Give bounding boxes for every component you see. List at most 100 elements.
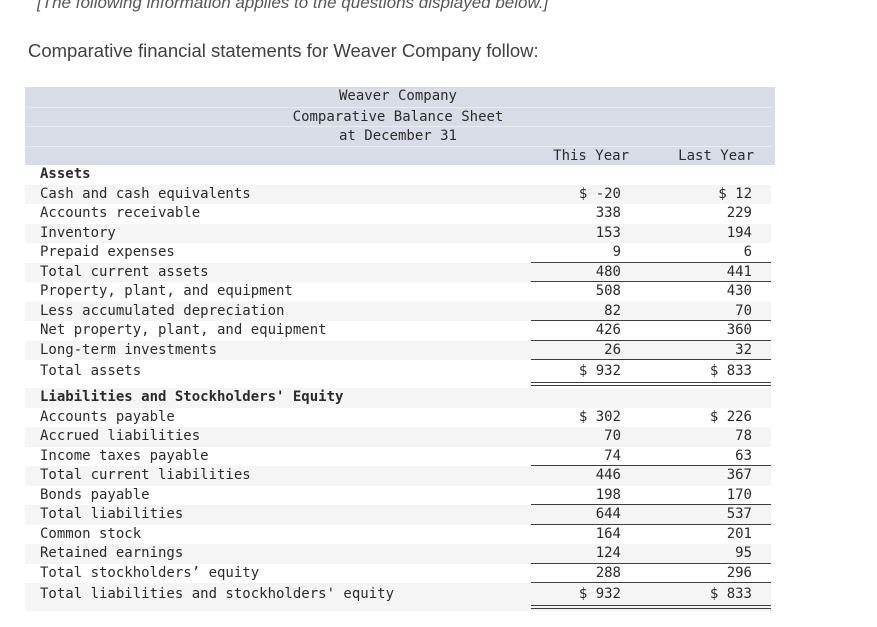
table-row: Accrued liabilities 70 78	[25, 427, 771, 447]
row-value-last-year: 229	[726, 205, 752, 221]
row-label: Inventory	[40, 224, 116, 241]
row-value-this-year	[531, 388, 651, 408]
row-value-this-year: 480	[531, 263, 651, 282]
row-value-last-year: $ 12	[718, 185, 752, 202]
row-value-this-year: $ -20	[578, 185, 621, 202]
row-value-this-year: 644	[531, 505, 651, 525]
row-value-last-year	[651, 388, 771, 408]
table-row: Total current assets 480 441	[25, 262, 771, 282]
row-value-this-year: $ 932	[531, 360, 651, 386]
column-header-this-year: This Year	[553, 147, 629, 164]
row-label: Prepaid expenses	[40, 244, 175, 260]
table-row: Cash and cash equivalents $ -20 $ 12	[25, 184, 771, 204]
row-value-this-year: $ 302	[578, 408, 621, 425]
table-row: Income taxes payable 74 63	[25, 447, 771, 466]
row-value-this-year: 74	[531, 447, 651, 466]
column-header-row: This Year Last Year	[25, 145, 771, 166]
table-row: Inventory 153 194	[25, 223, 771, 243]
row-label: Accounts payable	[40, 408, 175, 425]
row-label: Assets	[40, 166, 91, 182]
row-value-last-year: 367	[726, 467, 752, 483]
balance-sheet-body: Assets Cash and cash equivalents $ -20 $ 12…	[25, 165, 775, 611]
row-value-this-year: 446	[595, 467, 621, 483]
row-value-last-year	[651, 165, 771, 185]
row-value-last-year: 170	[651, 486, 771, 505]
row-label: Total liabilities	[40, 506, 184, 522]
row-label: Total assets	[40, 363, 142, 379]
row-value-last-year: 78	[735, 428, 752, 444]
row-value-last-year: 441	[651, 263, 771, 282]
table-row: Accounts payable $ 302 $ 226	[25, 408, 771, 428]
table-row: Common stock 164 201	[25, 525, 771, 545]
table-row: Total stockholders’ equity 288 296	[25, 564, 771, 583]
row-label: Total current liabilities	[40, 467, 251, 483]
row-label: Net property, plant, and equipment	[40, 322, 327, 338]
row-label: Less accumulated depreciation	[40, 302, 285, 319]
table-row: Assets	[25, 165, 771, 185]
row-value-this-year: 426	[531, 321, 651, 341]
row-label: Bonds payable	[40, 486, 150, 503]
row-label: Accounts receivable	[40, 205, 201, 221]
row-value-this-year: $ 932	[531, 583, 651, 609]
row-value-this-year: 153	[595, 224, 621, 241]
intro-text: Comparative financial statements for Wea…	[28, 40, 539, 61]
row-value-this-year: 82	[531, 302, 651, 321]
row-label: Retained earnings	[40, 545, 184, 561]
row-value-last-year: 296	[651, 564, 771, 583]
row-label: Total liabilities and stockholders' equi…	[40, 586, 395, 602]
statement-title: Comparative Balance Sheet	[25, 106, 771, 127]
row-value-last-year: $ 833	[651, 583, 771, 609]
table-row: Accounts receivable 338 229	[25, 204, 771, 224]
row-value-this-year: 508	[595, 283, 621, 299]
row-label: Total stockholders’ equity	[40, 564, 260, 581]
statement-date: at December 31	[25, 126, 771, 146]
table-row: Total assets $ 932 $ 833	[25, 360, 771, 388]
table-row: Total current liabilities 446 367	[25, 466, 771, 486]
row-value-this-year: 124	[531, 544, 651, 564]
row-value-last-year: 430	[726, 283, 752, 299]
row-label: Accrued liabilities	[40, 428, 201, 444]
row-value-this-year: 338	[595, 205, 621, 221]
row-value-this-year: 9	[531, 243, 651, 263]
row-value-last-year: 194	[726, 224, 752, 241]
row-value-last-year: 70	[651, 302, 771, 321]
table-row: Bonds payable 198 170	[25, 486, 771, 505]
row-value-this-year: 288	[531, 564, 651, 583]
table-row: Property, plant, and equipment 508 430	[25, 282, 771, 302]
row-value-last-year: 63	[651, 447, 771, 466]
table-row: Less accumulated depreciation 82 70	[25, 301, 771, 321]
row-value-this-year	[531, 165, 651, 185]
row-label: Total current assets	[40, 263, 209, 280]
balance-sheet-header: Weaver Company Comparative Balance Sheet…	[25, 87, 775, 165]
column-header-spacer	[25, 147, 531, 166]
table-row: Total liabilities and stockholders' equi…	[25, 583, 771, 611]
table-row: Total liabilities 644 537	[25, 505, 771, 525]
row-value-this-year: 164	[595, 525, 621, 542]
balance-sheet: Weaver Company Comparative Balance Sheet…	[25, 87, 775, 611]
row-label: Liabilities and Stockholders' Equity	[40, 389, 344, 405]
table-row: Net property, plant, and equipment 426 360	[25, 321, 771, 341]
column-header-last-year: Last Year	[678, 147, 754, 164]
instruction-note: [The following information applies to th…	[37, 0, 549, 12]
row-value-last-year: $ 833	[651, 360, 771, 386]
row-label: Property, plant, and equipment	[40, 283, 293, 299]
row-value-this-year: 26	[531, 341, 651, 360]
row-value-this-year: 198	[531, 486, 651, 505]
row-value-last-year: 201	[726, 525, 752, 542]
table-row: Long-term investments 26 32	[25, 340, 771, 360]
row-value-this-year: 70	[604, 428, 621, 444]
row-label: Long-term investments	[40, 341, 218, 358]
row-label: Income taxes payable	[40, 447, 209, 464]
table-row: Prepaid expenses 9 6	[25, 243, 771, 263]
row-value-last-year: 6	[651, 243, 771, 263]
table-row: Liabilities and Stockholders' Equity	[25, 388, 771, 408]
row-value-last-year: 360	[651, 321, 771, 341]
row-label: Common stock	[40, 525, 142, 542]
row-value-last-year: 95	[651, 544, 771, 564]
row-value-last-year: 32	[651, 341, 771, 360]
table-row: Retained earnings 124 95	[25, 544, 771, 564]
row-label: Cash and cash equivalents	[40, 185, 251, 202]
row-value-last-year: $ 226	[709, 408, 752, 425]
company-name: Weaver Company	[338, 88, 457, 104]
row-value-last-year: 537	[651, 505, 771, 525]
